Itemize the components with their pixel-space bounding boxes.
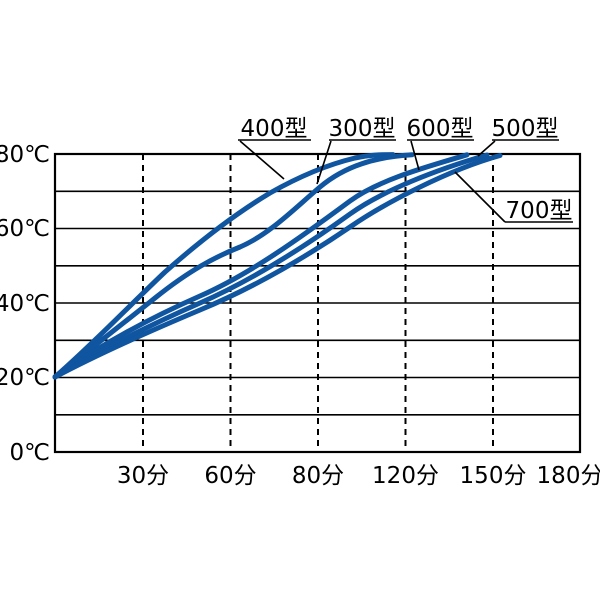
- y-tick-0: 0℃: [10, 440, 50, 466]
- y-tick-40: 40℃: [0, 291, 50, 317]
- y-tick-20: 20℃: [0, 365, 50, 391]
- x-tick-60: 60分: [204, 463, 256, 489]
- leader-400: [239, 140, 285, 180]
- x-tick-180: 180分: [537, 463, 600, 489]
- leader-300: [316, 140, 332, 185]
- curve-300: [52, 152, 415, 380]
- y-tick-60: 60℃: [0, 216, 50, 242]
- curve-700: [52, 153, 503, 380]
- curve-600: [52, 152, 470, 380]
- series-curves: [52, 152, 503, 380]
- label-leader-lines: [239, 140, 506, 223]
- series-label-400: 400型: [241, 116, 308, 142]
- x-axis-tick-labels: 30分 60分 80分 120分 150分 180分: [117, 463, 600, 489]
- x-tick-150: 150分: [460, 463, 527, 489]
- label-underlines: [238, 139, 573, 223]
- series-label-600: 600型: [407, 116, 474, 142]
- x-tick-80: 80分: [292, 463, 344, 489]
- leader-700: [454, 171, 506, 223]
- leader-500: [477, 140, 496, 157]
- y-axis-tick-labels: 80℃ 60℃ 40℃ 20℃ 0℃: [0, 142, 50, 466]
- vertical-dashed-gridlines: [142, 154, 494, 452]
- x-tick-30: 30分: [117, 463, 169, 489]
- series-label-500: 500型: [492, 116, 559, 142]
- y-tick-80: 80℃: [0, 142, 50, 168]
- curve-400: [52, 152, 396, 380]
- series-label-700: 700型: [506, 198, 573, 224]
- x-tick-120: 120分: [372, 463, 439, 489]
- curve-500: [52, 152, 490, 380]
- leader-600: [410, 140, 420, 171]
- series-label-300: 300型: [329, 116, 396, 142]
